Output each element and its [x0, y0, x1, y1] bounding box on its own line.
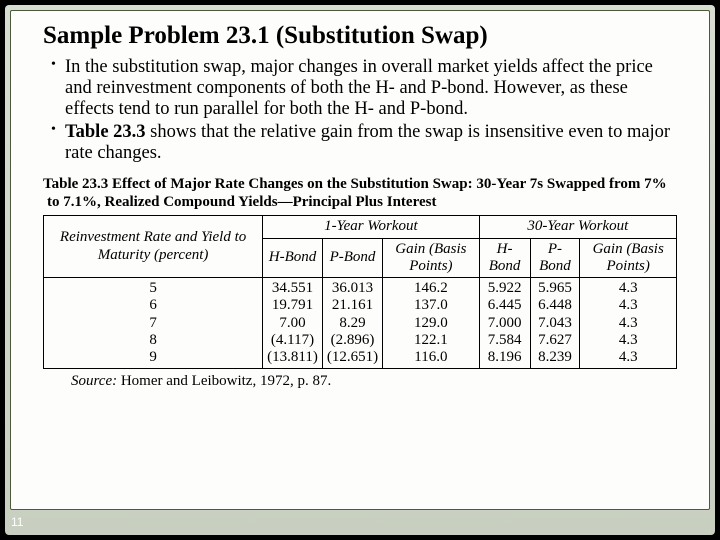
- source-label: Source:: [71, 373, 117, 389]
- colgroup-1yr: 1-Year Workout: [263, 216, 480, 238]
- bullet-list: In the substitution swap, major changes …: [51, 57, 677, 166]
- cell-h1: 34.551 19.791 7.00 (4.117) (13.811): [263, 278, 323, 369]
- content-panel: Sample Problem 23.1 (Substitution Swap) …: [10, 10, 710, 510]
- cell-p30: 5.965 6.448 7.043 7.627 8.239: [530, 278, 580, 369]
- bullet-text: shows that the relative gain from the sw…: [65, 122, 670, 163]
- bullet-item: Table 23.3 shows that the relative gain …: [51, 122, 677, 164]
- col-g30: Gain (Basis Points): [580, 238, 677, 278]
- cell-p1: 36.013 21.161 8.29 (2.896) (12.651): [322, 278, 382, 369]
- cell-g30: 4.3 4.3 4.3 4.3 4.3: [580, 278, 677, 369]
- cell-g1: 146.2 137.0 129.0 122.1 116.0: [383, 278, 480, 369]
- bullet-bold: Table 23.3: [65, 122, 146, 142]
- table-row: Reinvestment Rate and Yield to Maturity …: [44, 216, 677, 238]
- source-line: Source: Homer and Leibowitz, 1972, p. 87…: [43, 373, 677, 390]
- page-number: 11: [11, 515, 23, 529]
- slide-title: Sample Problem 23.1 (Substitution Swap): [43, 21, 677, 51]
- col-p1: P-Bond: [322, 238, 382, 278]
- data-table: Reinvestment Rate and Yield to Maturity …: [43, 215, 677, 369]
- bullet-item: In the substitution swap, major changes …: [51, 57, 677, 120]
- col-p30: P-Bond: [530, 238, 580, 278]
- cell-rates: 5 6 7 8 9: [44, 278, 263, 369]
- table-row: 5 6 7 8 9 34.551 19.791 7.00 (4.117) (13…: [44, 278, 677, 369]
- rowhead: Reinvestment Rate and Yield to Maturity …: [44, 216, 263, 278]
- cell-h30: 5.922 6.445 7.000 7.584 8.196: [479, 278, 530, 369]
- col-h30: H-Bond: [479, 238, 530, 278]
- source-text: Homer and Leibowitz, 1972, p. 87.: [117, 373, 331, 389]
- table-caption: Table 23.3 Effect of Major Rate Changes …: [43, 176, 677, 211]
- col-g1: Gain (Basis Points): [383, 238, 480, 278]
- bullet-text: In the substitution swap, major changes …: [65, 57, 653, 119]
- col-h1: H-Bond: [263, 238, 323, 278]
- slide-frame: Sample Problem 23.1 (Substitution Swap) …: [5, 5, 715, 535]
- colgroup-30yr: 30-Year Workout: [479, 216, 676, 238]
